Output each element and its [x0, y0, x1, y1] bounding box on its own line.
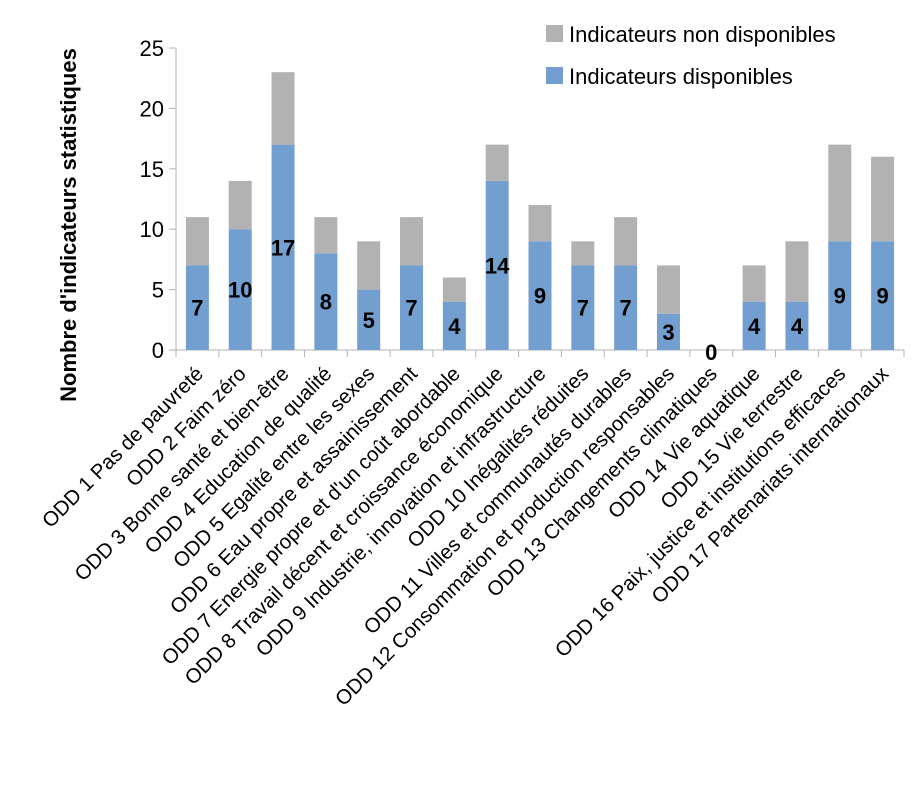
data-labels: 7 10 17 8 5 7 4 14 9 7 7 3 0 4 4 9 9	[191, 235, 888, 365]
data-label: 7	[191, 296, 203, 321]
y-tick-label: 5	[152, 278, 164, 303]
data-label: 4	[448, 314, 461, 339]
data-label: 14	[485, 253, 510, 278]
y-axis-title: Nombre d'indicateurs statistiques	[56, 48, 81, 402]
bar-unavailable	[185, 217, 209, 266]
bar-available	[314, 253, 338, 350]
data-label: 7	[577, 296, 589, 321]
bar-unavailable	[828, 144, 852, 242]
y-tick-label: 15	[140, 157, 164, 182]
bar-unavailable	[571, 241, 595, 266]
bar-unavailable	[271, 72, 295, 145]
bar-available	[742, 301, 766, 350]
data-label: 10	[228, 278, 252, 303]
legend: Indicateurs non disponibles Indicateurs d…	[546, 22, 836, 89]
data-label: 9	[876, 284, 888, 309]
data-label: 0	[705, 340, 717, 365]
bar-available	[656, 313, 680, 350]
bar-unavailable	[742, 265, 766, 302]
bar-available	[614, 265, 638, 350]
bar-unavailable	[228, 180, 252, 230]
data-label: 3	[662, 320, 674, 345]
legend-swatch	[546, 67, 563, 84]
bar-unavailable	[614, 217, 638, 266]
data-label: 9	[534, 284, 546, 309]
bar-available	[485, 180, 509, 350]
bar-unavailable	[871, 156, 895, 242]
y-ticks: 0 5 10 15 20 25	[140, 36, 176, 363]
bar-unavailable	[485, 144, 509, 181]
data-label: 7	[405, 296, 417, 321]
bar-available	[228, 229, 252, 350]
bar-available	[785, 301, 809, 350]
bar-available	[185, 265, 209, 350]
bar-unavailable	[656, 265, 680, 314]
bar-available	[528, 241, 552, 350]
bar-available	[828, 241, 852, 350]
y-tick-label: 10	[140, 217, 164, 242]
y-tick-label: 20	[140, 96, 164, 121]
bar-unavailable	[400, 217, 424, 266]
bar-available	[400, 265, 424, 350]
bar-available	[442, 301, 466, 350]
y-tick-label: 0	[152, 338, 164, 363]
bar-unavailable	[528, 205, 552, 242]
data-label: 5	[363, 308, 375, 333]
bar-available	[271, 144, 295, 350]
legend-label: Indicateurs non disponibles	[569, 22, 836, 47]
bar-unavailable	[785, 241, 809, 302]
data-label: 8	[320, 290, 332, 315]
bar-available	[357, 289, 381, 350]
data-label: 17	[271, 235, 295, 260]
bars	[185, 72, 895, 350]
data-label: 9	[834, 284, 846, 309]
data-label: 4	[748, 314, 761, 339]
data-label: 4	[791, 314, 804, 339]
data-label: 7	[620, 296, 632, 321]
bar-available	[571, 265, 595, 350]
legend-swatch	[546, 25, 563, 42]
bar-unavailable	[442, 277, 466, 302]
bar-unavailable	[314, 217, 338, 254]
y-tick-label: 25	[140, 36, 164, 61]
legend-label: Indicateurs disponibles	[569, 64, 793, 89]
bar-unavailable	[357, 241, 381, 290]
bar-available	[871, 241, 895, 350]
